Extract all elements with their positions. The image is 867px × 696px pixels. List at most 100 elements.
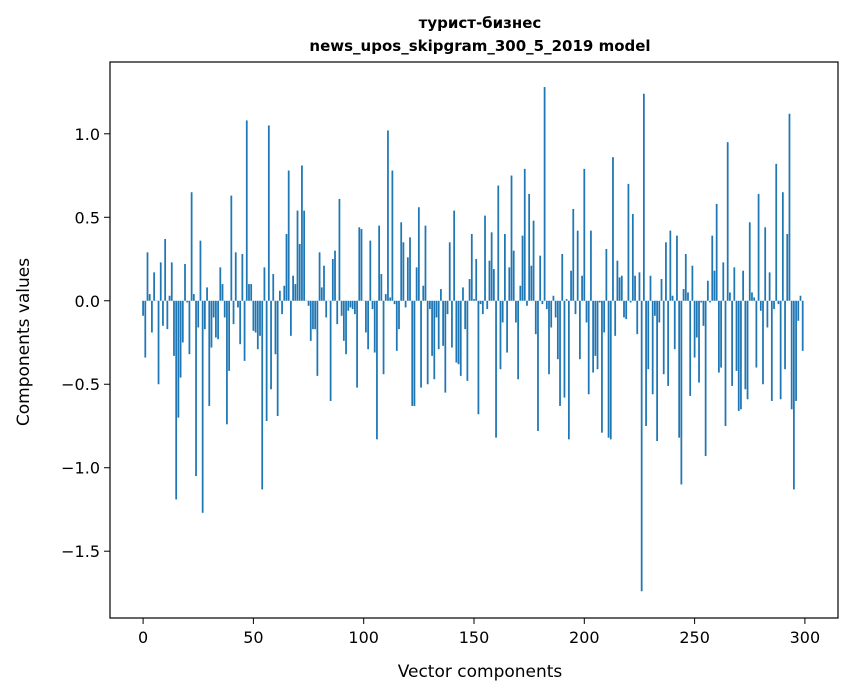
bar-224 (636, 300, 639, 335)
bar-88 (336, 300, 339, 325)
bar-212 (609, 300, 612, 440)
bar-75 (307, 300, 310, 306)
bar-58 (270, 300, 272, 390)
bar-186 (552, 295, 555, 301)
bar-167 (510, 175, 513, 301)
bar-185 (550, 300, 553, 328)
bar-40 (230, 195, 233, 301)
bar-124 (415, 267, 418, 301)
bar-264 (724, 300, 727, 426)
bar-37 (223, 300, 226, 318)
bar-226 (640, 300, 643, 592)
bar-56 (265, 300, 268, 421)
bar-191 (563, 300, 566, 398)
bar-147 (466, 300, 469, 381)
bar-159 (492, 269, 495, 301)
bar-198 (579, 300, 581, 360)
bar-257 (709, 300, 711, 303)
x-tick-label: 300 (790, 628, 821, 647)
bar-282 (764, 227, 767, 301)
bar-55 (263, 267, 266, 301)
bar-188 (556, 300, 559, 360)
bar-168 (512, 250, 515, 301)
bar-142 (455, 300, 458, 363)
plot-frame (109, 61, 839, 619)
bar-160 (495, 300, 497, 438)
bar-17 (179, 300, 182, 378)
bar-38 (226, 300, 228, 425)
bar-255 (704, 300, 707, 457)
bar-220 (627, 183, 630, 301)
bar-52 (256, 300, 259, 350)
bar-202 (587, 300, 590, 395)
bar-57 (267, 125, 270, 301)
bar-69 (294, 284, 297, 301)
bar-31 (210, 300, 213, 348)
bar-20 (186, 300, 189, 303)
bar-76 (309, 300, 312, 341)
bar-229 (647, 300, 650, 370)
bar-274 (746, 300, 749, 400)
y-axis-label: Components values (14, 258, 34, 426)
bar-242 (676, 235, 678, 301)
bar-35 (219, 267, 222, 301)
bar-63 (281, 300, 283, 315)
bar-149 (470, 233, 473, 301)
bar-260 (715, 203, 718, 301)
bar-125 (417, 207, 420, 301)
y-tick-label: −1.5 (61, 542, 100, 561)
bar-68 (292, 275, 294, 301)
bar-246 (684, 254, 687, 301)
bar-272 (742, 270, 745, 301)
bar-215 (616, 260, 619, 301)
bar-13 (170, 262, 173, 301)
bar-165 (506, 300, 508, 353)
bar-281 (762, 300, 764, 385)
bar-144 (459, 300, 462, 376)
bar-293 (788, 113, 791, 301)
bar-33 (215, 300, 217, 338)
bar-137 (444, 300, 447, 393)
bar-241 (673, 300, 676, 350)
bar-210 (605, 249, 608, 301)
bar-258 (711, 235, 714, 301)
bar-89 (338, 198, 341, 301)
bar-53 (259, 300, 261, 336)
bar-146 (464, 300, 467, 330)
bar-85 (329, 300, 332, 401)
bar-45 (241, 254, 244, 301)
bar-104 (371, 300, 374, 310)
bar-166 (508, 267, 511, 301)
bar-178 (534, 300, 537, 335)
bar-36 (221, 284, 224, 301)
bar-118 (402, 242, 405, 301)
bar-60 (274, 300, 277, 355)
bar-1 (144, 300, 147, 358)
bar-39 (228, 300, 231, 371)
y-tick-label: 0.5 (75, 208, 100, 227)
bar-11 (166, 300, 169, 330)
bar-205 (594, 300, 597, 356)
bar-59 (272, 274, 275, 301)
chart-title-line-1: турист-бизнес (419, 14, 542, 32)
bar-47 (245, 120, 248, 301)
bar-48 (248, 284, 250, 301)
bar-145 (462, 287, 464, 301)
bar-79 (316, 300, 319, 376)
bar-270 (737, 300, 740, 411)
bar-133 (435, 300, 438, 318)
bar-197 (576, 230, 579, 301)
bar-288 (777, 300, 780, 305)
bar-295 (792, 300, 795, 490)
bar-181 (541, 300, 544, 305)
bar-248 (689, 300, 692, 396)
bar-267 (731, 300, 733, 386)
bar-211 (607, 300, 610, 438)
bar-21 (188, 300, 191, 355)
bar-22 (190, 192, 193, 301)
bar-157 (488, 260, 491, 301)
bar-28 (203, 300, 206, 330)
bar-201 (585, 300, 588, 323)
bar-78 (314, 300, 317, 330)
